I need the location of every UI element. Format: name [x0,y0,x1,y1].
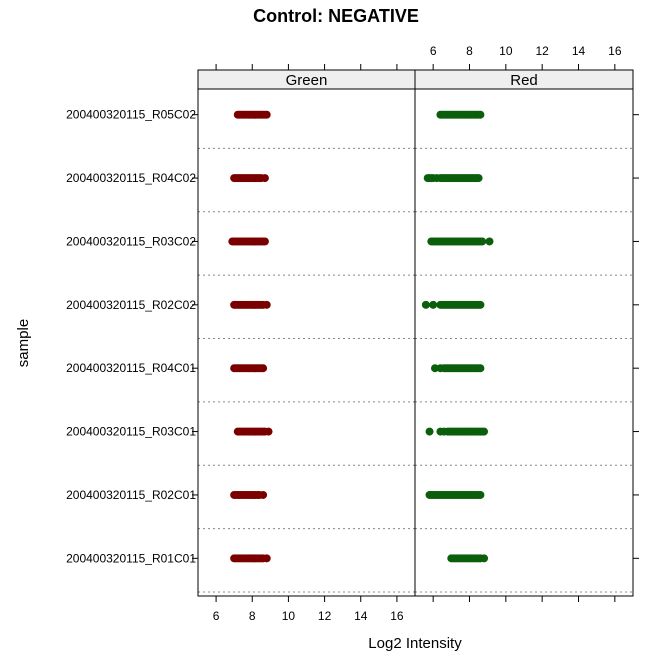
panel-border [414,88,634,597]
data-point [259,364,268,373]
data-point [480,554,489,563]
data-point [480,427,489,436]
x-tick-label: 6 [430,44,437,58]
x-tick-label: 14 [572,44,586,58]
data-point [429,300,438,309]
data-point [262,554,271,563]
plot-area: Green 6 8 10 12 14 16 Red 6 8 10 12 14 16 200400320115… [66,44,639,623]
y-tick-label: 200400320115_R02C01 [66,488,196,502]
panel-strip-label: Red [510,72,538,89]
data-point [425,427,434,436]
x-tick-label: 8 [249,609,256,623]
x-tick-label: 12 [318,609,332,623]
data-point [262,300,271,309]
x-tick-label: 6 [213,609,220,623]
x-tick-label: 10 [282,609,296,623]
data-point [476,110,485,119]
x-axis-label: Log2 Intensity [368,635,462,652]
y-tick-label: 200400320115_R03C02 [66,234,196,248]
data-point [485,237,494,246]
x-tick-label: 16 [390,609,404,623]
chart-title: Control: NEGATIVE [253,6,419,26]
y-axis-label: sample [15,319,32,367]
x-tick-label: 16 [608,44,622,58]
y-tick-label: 200400320115_R04C02 [66,171,196,185]
data-point [259,490,268,499]
x-tick-label: 10 [499,44,513,58]
data-point [476,490,485,499]
data-point [260,237,269,246]
panel-strip-label: Green [286,72,328,89]
y-tick-label: 200400320115_R02C02 [66,298,196,312]
y-tick-label: 200400320115_R04C01 [66,361,196,375]
x-tick-label: 12 [535,44,549,58]
y-tick-label: 200400320115_R05C02 [66,108,196,122]
data-point [264,427,273,436]
data-point [474,174,483,183]
data-point [478,237,487,246]
y-tick-label: 200400320115_R03C01 [66,425,196,439]
data-point [476,300,485,309]
data-point [262,110,271,119]
y-tick-label: 200400320115_R01C01 [66,551,196,565]
x-tick-label: 8 [466,44,473,58]
data-point [260,174,269,183]
panel-border [197,88,416,597]
data-point [421,300,430,309]
x-tick-label: 14 [354,609,368,623]
data-point [476,364,485,373]
